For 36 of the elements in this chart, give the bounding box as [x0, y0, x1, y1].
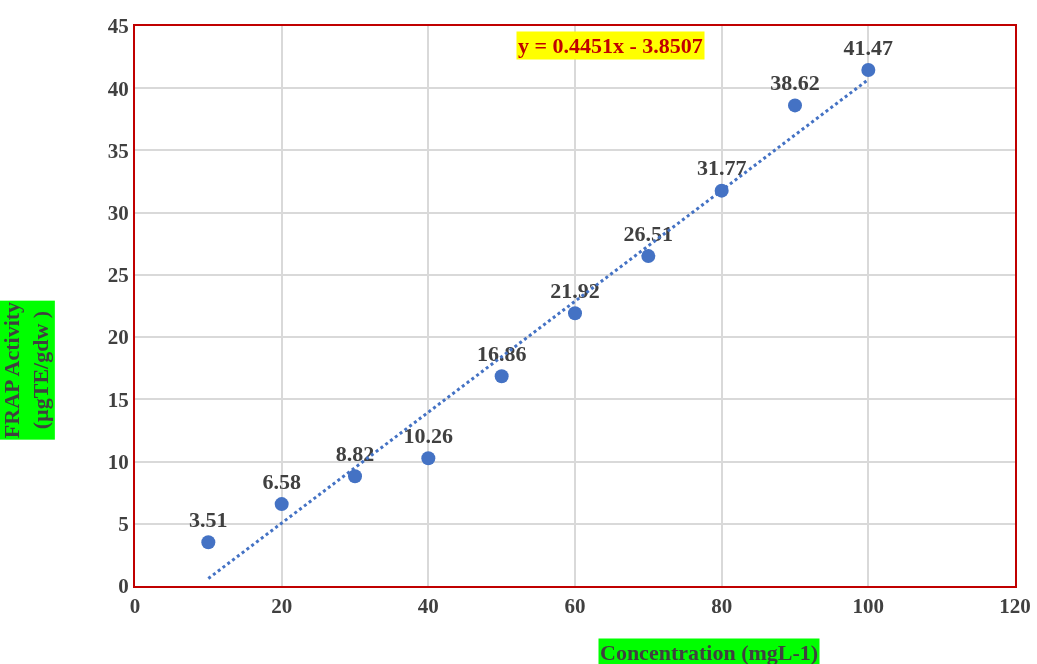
data-label: 26.51 — [623, 220, 674, 246]
y-tick-label: 45 — [107, 14, 129, 39]
x-tick-label: 40 — [417, 594, 439, 619]
x-tick-label: 60 — [564, 594, 586, 619]
y-tick-label: 20 — [107, 325, 129, 350]
point — [568, 306, 582, 321]
data-label: 38.62 — [770, 70, 820, 96]
y-tick-label: 40 — [107, 76, 129, 101]
data-label: 8.82 — [335, 440, 375, 466]
y-tick-label: 0 — [118, 574, 129, 599]
y-tick-label: 30 — [107, 201, 129, 226]
point — [861, 62, 876, 77]
data-label: 31.77 — [696, 155, 747, 181]
y-tick-label: 35 — [107, 138, 129, 163]
annotation: y = 0.4451x - 3.8507 — [518, 33, 703, 58]
x-axis-title: Concentration (mgL-1) — [600, 640, 819, 664]
data-label: 10.26 — [403, 423, 454, 449]
point — [201, 535, 216, 550]
point — [641, 249, 656, 264]
point — [494, 369, 509, 384]
y-tick-label: 10 — [107, 449, 129, 474]
point — [348, 469, 362, 484]
point — [274, 497, 289, 512]
point — [421, 451, 436, 466]
x-tick-label: 100 — [852, 594, 885, 619]
data-label: 6.58 — [262, 468, 301, 494]
data-label: 41.47 — [843, 34, 894, 60]
x-tick-label: 120 — [999, 594, 1031, 619]
y-tick-label: 15 — [107, 387, 129, 412]
x-tick-label: 20 — [271, 594, 293, 619]
data-label: 3.51 — [189, 507, 228, 533]
y-tick-label: 25 — [107, 263, 129, 288]
y-axis-title: FRAP Activity (µgTE/gdw ) — [0, 301, 53, 439]
point — [788, 98, 802, 113]
y-tick-label: 5 — [118, 512, 129, 537]
x-tick-label: 80 — [711, 594, 733, 619]
